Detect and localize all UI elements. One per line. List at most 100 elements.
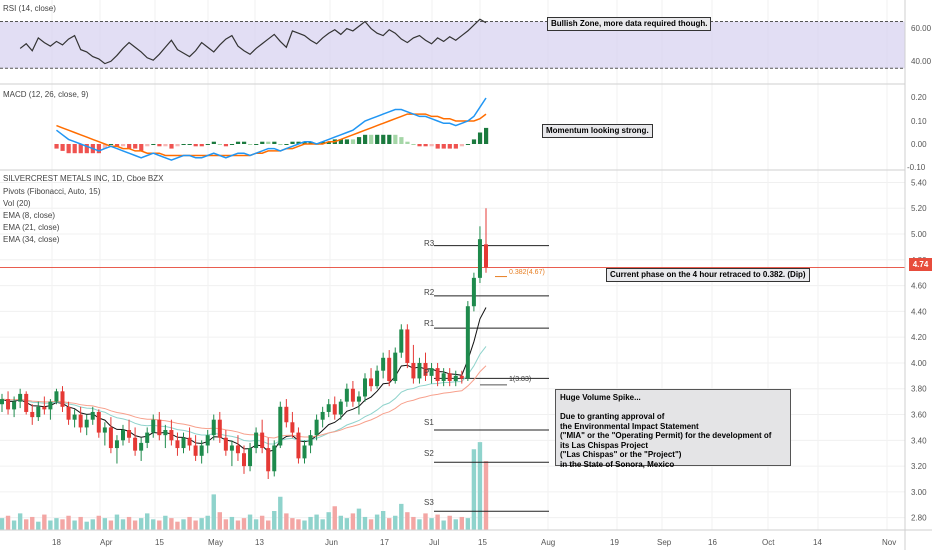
time-tick: 15 bbox=[155, 538, 164, 547]
volume-bar bbox=[66, 515, 71, 530]
volume-bar bbox=[102, 518, 108, 530]
macd-histogram-bar bbox=[108, 144, 114, 145]
candle-body bbox=[229, 445, 234, 451]
volume-bar bbox=[205, 515, 210, 530]
main-title: SILVERCREST METALS INC, 1D, Cboe BZX bbox=[3, 174, 164, 183]
candle-body bbox=[127, 430, 132, 438]
macd-histogram-bar bbox=[375, 134, 380, 144]
macd-histogram-bar bbox=[356, 137, 362, 144]
volume-bar bbox=[163, 515, 168, 530]
macd-histogram-bar bbox=[363, 134, 368, 144]
candle-body bbox=[465, 306, 470, 379]
macd-histogram-bar bbox=[54, 144, 59, 149]
volume-spike-note[interactable]: Huge Volume Spike... Due to granting app… bbox=[555, 389, 791, 469]
candle-body bbox=[108, 427, 113, 449]
candle-body bbox=[272, 445, 277, 472]
candle-body bbox=[441, 373, 446, 382]
note-line bbox=[560, 403, 786, 413]
volume-bar bbox=[302, 520, 307, 530]
candle-body bbox=[302, 445, 307, 459]
candle-body bbox=[96, 411, 101, 433]
candle-body bbox=[423, 362, 428, 376]
candle-body bbox=[459, 375, 464, 379]
macd-tick-neg0.10: -0.10 bbox=[907, 163, 926, 172]
candle-body bbox=[181, 437, 186, 449]
volume-bar bbox=[114, 514, 120, 530]
macd-histogram-bar bbox=[302, 141, 307, 144]
macd-annotation[interactable]: Momentum looking strong. bbox=[542, 124, 653, 138]
rsi-title: RSI (14, close) bbox=[3, 4, 56, 13]
price-tick: 4.40 bbox=[911, 307, 927, 316]
candle-body bbox=[350, 388, 355, 402]
volume-bar bbox=[108, 520, 114, 530]
candle-body bbox=[12, 401, 17, 410]
macd-histogram-bar bbox=[133, 144, 138, 149]
time-tick: 19 bbox=[610, 538, 619, 547]
macd-histogram-bar bbox=[121, 144, 126, 147]
note-line: ("MIA" or the "Operating Permit) for the… bbox=[560, 431, 772, 440]
volume-bar bbox=[266, 520, 271, 530]
rsi-tick-60: 60.00 bbox=[911, 24, 932, 33]
macd-histogram-bar bbox=[157, 144, 162, 147]
pivot-r2-label: R2 bbox=[424, 288, 435, 297]
macd-histogram-bar bbox=[193, 144, 198, 147]
volume-bar bbox=[78, 516, 83, 530]
volume-bar bbox=[399, 503, 404, 530]
volume-bar bbox=[126, 516, 132, 530]
candle-body bbox=[375, 370, 380, 387]
volume-bar bbox=[223, 519, 229, 530]
volume-bar bbox=[350, 513, 356, 530]
macd-histogram-bar bbox=[84, 144, 89, 154]
volume-bar bbox=[36, 521, 41, 530]
volume-bar bbox=[235, 520, 241, 530]
note-line: Due to granting approval of bbox=[560, 412, 665, 421]
candle-body bbox=[284, 406, 289, 423]
macd-histogram-bar bbox=[284, 144, 289, 145]
candle-body bbox=[435, 368, 440, 382]
candle-body bbox=[187, 437, 192, 446]
macd-histogram-bar bbox=[338, 139, 343, 144]
macd-histogram-bar bbox=[308, 141, 313, 144]
volume-bar bbox=[5, 515, 11, 530]
time-tick: Aug bbox=[541, 538, 555, 547]
volume-bar bbox=[187, 516, 192, 530]
volume-bar bbox=[54, 518, 59, 530]
candle-body bbox=[42, 406, 47, 410]
macd-tick-0.20: 0.20 bbox=[911, 93, 927, 102]
volume-bar bbox=[332, 506, 337, 530]
macd-histogram-bar bbox=[465, 144, 471, 145]
price-tick: 4.00 bbox=[911, 359, 927, 368]
time-axis[interactable]: 18 Apr 15 May 13 Jun 17 Jul 15 Aug 19 Se… bbox=[52, 538, 896, 547]
volume-bar bbox=[393, 515, 398, 530]
volume-bar bbox=[120, 519, 126, 530]
macd-histogram-bar bbox=[278, 144, 283, 145]
candle-body bbox=[48, 401, 53, 410]
time-tick: 13 bbox=[255, 538, 264, 547]
macd-histogram-bar bbox=[459, 144, 464, 147]
candle-body bbox=[326, 404, 331, 412]
volume-bar bbox=[72, 520, 77, 530]
time-tick: Sep bbox=[657, 538, 672, 547]
price-tick: 4.60 bbox=[911, 282, 927, 291]
volume-bar bbox=[42, 514, 47, 530]
volume-bar bbox=[241, 518, 247, 530]
volume-bar bbox=[453, 519, 458, 530]
phase-annotation[interactable]: Current phase on the 4 hour retraced to … bbox=[606, 268, 810, 282]
candle-body bbox=[411, 362, 416, 379]
price-tick: 3.80 bbox=[911, 385, 927, 394]
rsi-annotation[interactable]: Bullish Zone, more data required though. bbox=[547, 17, 712, 31]
candle-body bbox=[484, 244, 488, 268]
candle-body bbox=[6, 399, 11, 410]
volume-bar bbox=[374, 514, 380, 530]
macd-histogram-bar bbox=[441, 144, 446, 149]
macd-histogram-bar bbox=[248, 144, 253, 145]
candle-body bbox=[363, 378, 367, 397]
volume-bar bbox=[169, 518, 174, 530]
candle-body bbox=[151, 419, 156, 433]
volume-bar bbox=[338, 515, 343, 530]
macd-histogram-bar bbox=[417, 144, 422, 147]
volume-bar bbox=[368, 519, 374, 530]
current-price-tag: 4.74 bbox=[909, 258, 932, 271]
macd-histogram-bar bbox=[447, 144, 452, 149]
macd-line bbox=[55, 97, 487, 161]
